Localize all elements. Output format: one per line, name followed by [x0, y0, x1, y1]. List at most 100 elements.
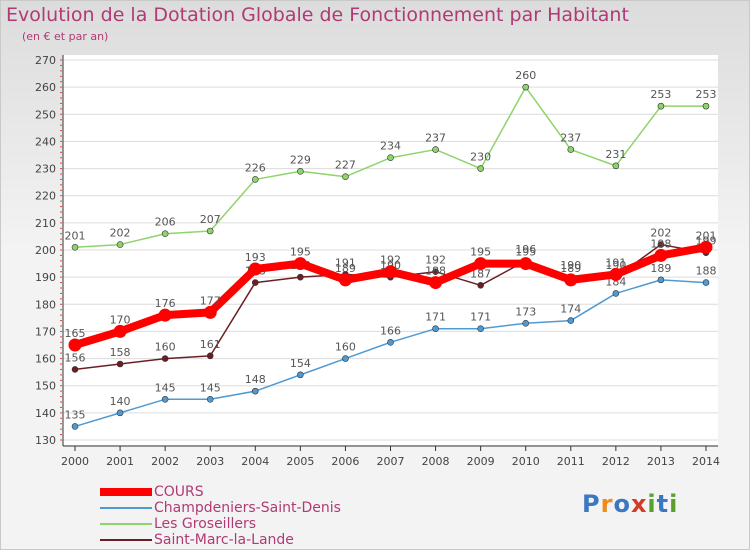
- legend-swatch-cours: [100, 488, 152, 496]
- y-tick-label: 130: [35, 434, 56, 447]
- chart-legend: COURS Champdeniers-Saint-Denis Les Grose…: [100, 484, 400, 548]
- data-point-3: [297, 273, 304, 281]
- data-label-1: 166: [380, 324, 401, 337]
- x-tick-label: 2002: [151, 455, 179, 468]
- data-label-3: 187: [470, 267, 491, 280]
- x-tick-label: 2009: [467, 455, 495, 468]
- legend-swatch-champdeniers: [100, 507, 152, 509]
- y-tick-label: 140: [35, 407, 56, 420]
- data-point-2: [342, 173, 349, 181]
- data-point-2: [567, 146, 575, 153]
- data-label-0: 188: [425, 265, 446, 278]
- data-label-2: 231: [605, 148, 626, 161]
- data-label-0: 189: [560, 262, 581, 275]
- data-point-3: [71, 366, 79, 373]
- data-label-1: 154: [290, 357, 311, 370]
- data-point-2: [612, 162, 620, 170]
- data-point-2: [297, 167, 304, 175]
- data-label-2: 234: [380, 140, 401, 153]
- data-point-1: [297, 371, 304, 379]
- x-tick-label: 2013: [647, 455, 675, 468]
- data-point-1: [116, 409, 124, 417]
- y-tick-label: 210: [35, 217, 56, 230]
- data-label-1: 160: [335, 341, 356, 354]
- data-point-2: [702, 102, 710, 110]
- data-label-1: 145: [200, 381, 221, 394]
- x-tick-label: 2004: [241, 455, 269, 468]
- y-tick-label: 190: [35, 271, 56, 284]
- y-tick-label: 230: [35, 163, 56, 176]
- data-label-0: 195: [290, 246, 311, 259]
- data-point-0: [338, 273, 352, 287]
- legend-label-saint-marc: Saint-Marc-la-Lande: [154, 532, 294, 548]
- proxiti-logo: Proxiti: [582, 490, 679, 518]
- legend-swatch-groseillers: [100, 523, 152, 525]
- y-tick-label: 200: [35, 244, 56, 257]
- data-label-2: 253: [696, 88, 717, 101]
- data-point-0: [699, 240, 713, 254]
- data-point-2: [71, 243, 79, 251]
- legend-item-groseillers: Les Groseillers: [100, 516, 400, 532]
- data-label-2: 237: [560, 132, 581, 145]
- data-label-1: 188: [696, 265, 717, 278]
- data-point-2: [206, 227, 214, 235]
- legend-label-groseillers: Les Groseillers: [154, 516, 257, 532]
- data-label-1: 145: [155, 381, 176, 394]
- data-point-2: [522, 83, 530, 91]
- data-point-2: [251, 176, 259, 183]
- data-label-0: 195: [470, 246, 491, 259]
- data-point-1: [522, 319, 530, 327]
- data-label-0: 201: [696, 229, 717, 242]
- data-label-3: 156: [65, 351, 86, 364]
- data-label-1: 173: [515, 305, 536, 318]
- data-label-3: 191: [335, 256, 356, 269]
- data-label-3: 190: [560, 259, 581, 272]
- y-tick-label: 160: [35, 353, 56, 366]
- data-point-0: [609, 267, 623, 281]
- legend-item-saint-marc: Saint-Marc-la-Lande: [100, 532, 400, 548]
- x-tick-label: 2007: [377, 455, 405, 468]
- data-point-0: [113, 324, 127, 338]
- data-label-0: 192: [380, 254, 401, 267]
- x-tick-label: 2000: [61, 455, 89, 468]
- data-label-0: 170: [110, 313, 131, 326]
- data-label-3: 192: [425, 254, 446, 267]
- x-tick-label: 2003: [196, 455, 224, 468]
- data-point-0: [384, 265, 397, 279]
- data-point-2: [657, 102, 665, 110]
- data-point-0: [248, 262, 262, 276]
- data-point-0: [203, 305, 217, 319]
- data-point-3: [251, 279, 259, 286]
- data-point-3: [432, 268, 439, 276]
- data-label-0: 165: [65, 327, 86, 340]
- data-point-0: [158, 308, 172, 322]
- data-label-0: 198: [650, 237, 671, 250]
- data-point-2: [116, 241, 124, 248]
- data-point-1: [567, 317, 575, 324]
- data-point-3: [477, 281, 484, 289]
- data-label-2: 226: [245, 161, 266, 174]
- data-label-0: 176: [155, 297, 176, 310]
- data-label-2: 202: [110, 227, 131, 240]
- data-label-2: 207: [200, 213, 221, 226]
- data-point-1: [477, 325, 484, 333]
- data-label-2: 237: [425, 132, 446, 145]
- data-label-2: 229: [290, 153, 311, 166]
- data-point-0: [293, 257, 307, 271]
- data-point-2: [161, 230, 169, 238]
- y-tick-label: 260: [35, 81, 56, 94]
- data-point-1: [206, 395, 214, 403]
- x-tick-label: 2008: [422, 455, 450, 468]
- data-point-0: [564, 273, 578, 287]
- data-label-1: 174: [560, 303, 581, 316]
- legend-item-cours: COURS: [100, 484, 400, 500]
- data-point-3: [116, 360, 124, 368]
- y-tick-label: 180: [35, 298, 56, 311]
- data-label-3: 202: [650, 227, 671, 240]
- legend-label-cours: COURS: [154, 484, 204, 500]
- data-point-0: [474, 257, 488, 271]
- data-label-2: 227: [335, 159, 356, 172]
- data-point-3: [161, 355, 169, 362]
- data-point-1: [342, 355, 349, 362]
- data-label-3: 161: [200, 338, 221, 351]
